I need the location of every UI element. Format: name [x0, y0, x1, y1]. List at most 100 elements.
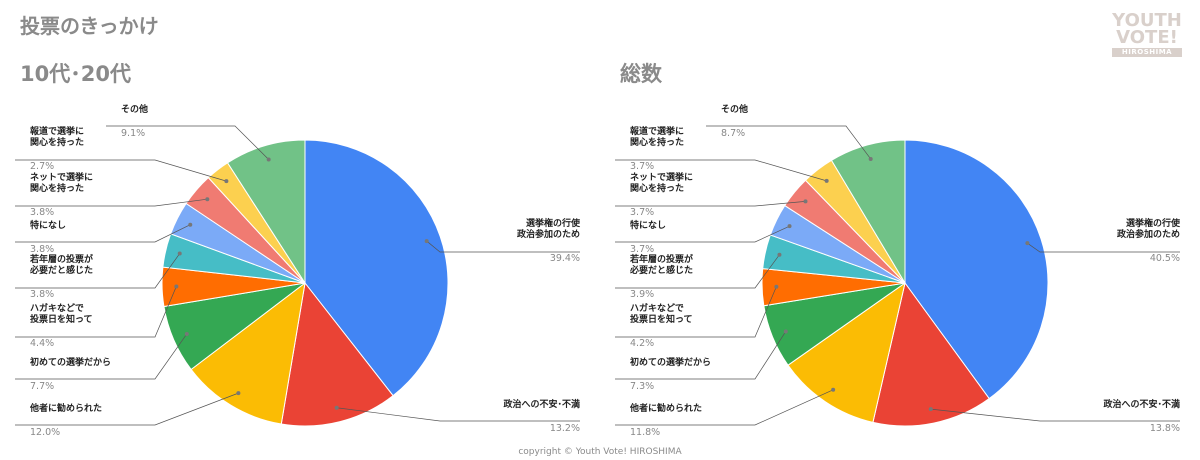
- slice-percent-label: 39.4%: [550, 253, 580, 264]
- slice-label: 政治への不安･不満: [1103, 398, 1180, 410]
- slice-label: 初めての選挙だから: [630, 356, 711, 368]
- slice-label: 関心を持った: [30, 182, 84, 194]
- slice-label: 投票日を知って: [30, 313, 93, 325]
- leader-line: [615, 389, 834, 426]
- slice-label: 他者に勧められた: [629, 402, 702, 414]
- slice-percent-label: 11.8%: [630, 427, 660, 438]
- pie-slice: [787, 281, 906, 423]
- slice-label: 関心を持った: [630, 136, 684, 148]
- leader-dot: [868, 156, 873, 161]
- chart-title-youth: 10代･20代: [20, 62, 131, 86]
- slice-label: ネットで選挙に: [30, 171, 93, 183]
- slice-percent-label: 3.7%: [630, 207, 654, 218]
- leader-dot: [224, 179, 229, 184]
- leader-line: [615, 254, 780, 289]
- leader-dot: [177, 251, 182, 256]
- leader-line: [15, 253, 181, 289]
- copyright-footer: copyright © Youth Vote! HIROSHIMA: [518, 447, 682, 457]
- slice-percent-label: 3.8%: [30, 244, 54, 255]
- leader-dot: [774, 284, 779, 289]
- leader-line: [106, 125, 269, 160]
- leader-dot: [783, 329, 788, 334]
- slice-percent-label: 3.7%: [630, 244, 654, 255]
- leader-line: [615, 286, 777, 338]
- slice-percent-label: 3.9%: [630, 289, 654, 300]
- slice-percent-label: 3.8%: [30, 207, 54, 218]
- slice-label: 報道で選挙に: [30, 125, 84, 137]
- leader-line: [615, 225, 790, 243]
- slice-label: 他者に勧められた: [29, 402, 102, 414]
- slice-percent-label: 8.7%: [721, 128, 745, 139]
- leader-dot: [236, 391, 241, 396]
- leader-line: [15, 392, 239, 426]
- logo-line-1: YOUTH: [1112, 10, 1182, 31]
- leader-line: [15, 198, 208, 207]
- slice-label: 選挙権の行使: [526, 217, 581, 229]
- leader-line: [15, 159, 227, 182]
- slice-label: 政治参加のため: [517, 228, 580, 240]
- slice-label: 特になし: [630, 219, 666, 231]
- slice-percent-label: 7.3%: [630, 381, 654, 392]
- leader-dot: [205, 197, 210, 202]
- leader-dot: [831, 387, 836, 392]
- leader-line: [15, 286, 177, 338]
- slice-label: 政治への不安･不満: [503, 398, 580, 410]
- leader-dot: [803, 199, 808, 204]
- pie-slice: [904, 139, 1049, 400]
- slice-label: 特になし: [30, 219, 66, 231]
- page-title: 投票のきっかけ: [20, 14, 159, 38]
- pie-slice: [304, 139, 449, 397]
- pie-slice: [226, 139, 306, 285]
- slice-label: 選挙権の行使: [1126, 217, 1181, 229]
- slice-percent-label: 40.5%: [1150, 253, 1180, 264]
- slice-label: 報道で選挙に: [630, 125, 684, 137]
- slice-percent-label: 9.1%: [121, 128, 145, 139]
- logo-line-3: HIROSHIMA: [1112, 48, 1182, 57]
- leader-line: [706, 125, 871, 160]
- slice-percent-label: 7.7%: [30, 381, 54, 392]
- slice-percent-label: 4.2%: [630, 338, 654, 349]
- slice-label: 関心を持った: [30, 136, 84, 148]
- leader-line: [615, 331, 787, 380]
- slice-label: ハガキなどで: [30, 302, 84, 314]
- slice-label: 若年層の投票が: [629, 253, 694, 265]
- leader-dot: [266, 157, 271, 162]
- slice-label: ネットで選挙に: [630, 171, 693, 183]
- leader-line: [615, 159, 827, 182]
- leader-dot: [1025, 241, 1030, 246]
- slice-label: ハガキなどで: [630, 302, 684, 314]
- slice-label: その他: [721, 103, 748, 115]
- slice-label: 関心を持った: [630, 182, 684, 194]
- leader-dot: [334, 405, 339, 410]
- slice-percent-label: 3.7%: [630, 161, 654, 172]
- leader-dot: [928, 407, 933, 412]
- slice-label: その他: [121, 103, 148, 115]
- slice-label: 若年層の投票が: [29, 253, 94, 265]
- slice-percent-label: 4.4%: [30, 338, 54, 349]
- leader-dot: [188, 222, 193, 227]
- leader-dot: [174, 284, 179, 289]
- pie-slice: [830, 139, 906, 285]
- slice-percent-label: 3.8%: [30, 289, 54, 300]
- slice-label: 初めての選挙だから: [30, 356, 111, 368]
- logo-line-2: VOTE!: [1116, 27, 1178, 48]
- leader-line: [336, 407, 580, 422]
- youth-vote-logo: YOUTH VOTE! HIROSHIMA: [1112, 12, 1182, 57]
- slice-label: 必要だと感じた: [29, 264, 93, 276]
- leader-dot: [787, 224, 792, 229]
- pie-slice: [872, 281, 990, 427]
- leader-dot: [184, 331, 189, 336]
- slice-percent-label: 2.7%: [30, 161, 54, 172]
- slice-label: 必要だと感じた: [629, 264, 693, 276]
- leader-dot: [824, 178, 829, 183]
- leader-line: [15, 224, 191, 243]
- leader-line: [930, 408, 1180, 422]
- leader-line: [1027, 242, 1180, 253]
- slice-percent-label: 12.0%: [30, 427, 60, 438]
- slice-label: 投票日を知って: [630, 313, 693, 325]
- leader-line: [426, 240, 580, 253]
- leader-dot: [777, 252, 782, 257]
- chart-title-total: 総数: [620, 62, 662, 86]
